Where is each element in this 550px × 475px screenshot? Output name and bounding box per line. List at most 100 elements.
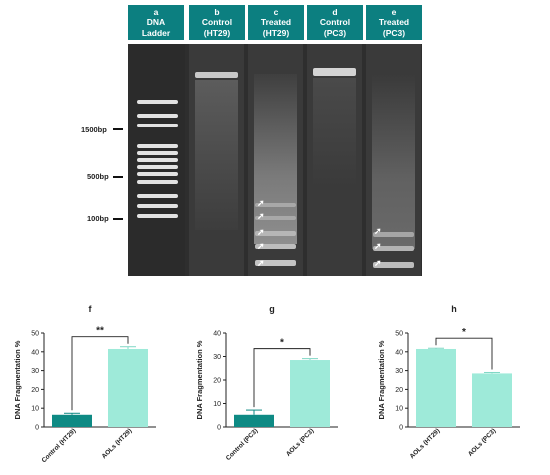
y-axis-label: DNA Fragmentation % xyxy=(13,340,22,419)
lane-title-line2: (HT29) xyxy=(262,27,290,38)
fragment-band xyxy=(255,244,296,249)
ladder-band xyxy=(137,180,178,184)
genomic-dna-band xyxy=(195,72,238,78)
arrow-icon: ➚ xyxy=(374,258,382,268)
ladder-band xyxy=(137,124,178,127)
fragment-band xyxy=(255,203,296,207)
lane-title-line1: Treated xyxy=(260,17,292,28)
y-tick-label: 40 xyxy=(213,331,221,338)
y-tick-label: 40 xyxy=(395,349,403,356)
significance-label: * xyxy=(280,338,284,349)
bar xyxy=(108,348,148,427)
lane-letter: a xyxy=(153,6,159,17)
marker-label-1500bp: 1500bp xyxy=(81,125,107,134)
significance-bracket xyxy=(253,348,311,408)
dna-smear xyxy=(254,74,297,244)
x-tick-label: Control (HT29) xyxy=(41,427,78,464)
gel-lane-control-ht29 xyxy=(189,44,244,276)
y-tick-label: 0 xyxy=(217,425,221,432)
marker-tick xyxy=(113,128,123,130)
marker-tick xyxy=(113,176,123,178)
y-axis-label: DNA Fragmentation % xyxy=(195,340,204,419)
x-tick-label: AOLs (HT29) xyxy=(409,427,442,460)
panel-letter: g xyxy=(269,304,275,314)
bar-chart-f: f 0 10 20 30 40 50 DNA Fragmentation % Control (… xyxy=(13,304,156,464)
y-tick-label: 30 xyxy=(213,354,221,361)
lane-title-line2: (HT29) xyxy=(203,27,231,38)
lane-header-c: c Treated (HT29) xyxy=(248,5,304,40)
lane-letter: c xyxy=(273,6,279,17)
ladder-band xyxy=(137,100,178,104)
panel-letter: f xyxy=(89,304,93,314)
y-axis-label: DNA Fragmentation % xyxy=(377,340,386,419)
x-tick-label: AOLs (HT29) xyxy=(101,427,134,460)
fragment-band xyxy=(373,232,414,237)
gel-lane-ladder xyxy=(130,44,185,276)
lane-letter: d xyxy=(332,6,338,17)
arrow-icon: ➚ xyxy=(374,226,382,236)
lane-title-line1: DNA xyxy=(146,17,166,28)
bar-chart-h: h 0 10 20 30 40 50 DNA Fragmentation % AOLs (HT2… xyxy=(377,304,520,460)
gel-lane-treated-pc3: ➚ ➚ ➚ xyxy=(366,44,421,276)
lane-title-line1: Control xyxy=(201,17,233,28)
lane-title-line2: (PC3) xyxy=(323,27,347,38)
y-tick-label: 0 xyxy=(35,425,39,432)
significance-label: * xyxy=(462,327,466,338)
lane-header-b: b Control (HT29) xyxy=(189,5,245,40)
ladder-band xyxy=(137,158,178,162)
y-tick-label: 20 xyxy=(395,387,403,394)
y-tick-label: 30 xyxy=(31,368,39,375)
bar xyxy=(290,360,330,427)
arrow-icon: ➚ xyxy=(257,198,265,208)
ladder-band xyxy=(137,151,178,155)
y-tick-label: 30 xyxy=(395,368,403,375)
bar xyxy=(416,348,456,427)
x-tick-label: AOLs (PC3) xyxy=(285,427,315,457)
ladder-band xyxy=(137,204,178,208)
dna-smear xyxy=(195,80,238,230)
ladder-band xyxy=(137,144,178,148)
ladder-band xyxy=(137,114,178,118)
ladder-band xyxy=(137,165,178,169)
y-tick-label: 10 xyxy=(213,401,221,408)
lane-title-line2: Ladder xyxy=(141,27,171,38)
dna-smear xyxy=(313,78,356,188)
panel-letter: h xyxy=(451,304,457,314)
x-tick-label: AOLs (PC3) xyxy=(467,427,497,457)
gel-image: ➚ ➚ ➚ ➚ ➚ ➚ ➚ ➚ xyxy=(128,44,422,276)
significance-label: ** xyxy=(96,326,104,337)
y-tick-label: 40 xyxy=(31,349,39,356)
significance-bracket xyxy=(71,336,129,411)
genomic-dna-band xyxy=(313,68,356,76)
arrow-icon: ➚ xyxy=(257,241,265,251)
ladder-band xyxy=(137,194,178,198)
bar xyxy=(472,373,512,427)
bar-chart-g: g 0 10 20 30 40 DNA Fragmentation % Control (PC… xyxy=(195,304,338,462)
significance-bracket xyxy=(435,337,493,370)
lane-header-d: d Control (PC3) xyxy=(307,5,363,40)
dna-smear xyxy=(372,74,415,249)
gel-lane-control-pc3 xyxy=(307,44,362,276)
lane-title-line2: (PC3) xyxy=(382,27,406,38)
lane-letter: b xyxy=(214,6,220,17)
bar xyxy=(234,414,274,427)
y-tick-label: 20 xyxy=(213,378,221,385)
fragment-band xyxy=(255,216,296,220)
arrow-icon: ➚ xyxy=(374,241,382,251)
fragment-band xyxy=(373,246,414,251)
gel-lane-treated-ht29: ➚ ➚ ➚ ➚ ➚ xyxy=(248,44,303,276)
bar xyxy=(52,414,92,427)
fragment-band xyxy=(255,260,296,266)
y-tick-label: 10 xyxy=(31,406,39,413)
lane-header-a: a DNA Ladder xyxy=(128,5,184,40)
arrow-icon: ➚ xyxy=(257,258,265,268)
y-tick-label: 0 xyxy=(399,425,403,432)
marker-tick xyxy=(113,218,123,220)
fragment-band xyxy=(255,231,296,236)
lane-letter: e xyxy=(391,6,397,17)
lane-header-e: e Treated (PC3) xyxy=(366,5,422,40)
y-tick-label: 50 xyxy=(395,331,403,338)
ladder-band xyxy=(137,172,178,176)
lane-title-line1: Control xyxy=(319,17,351,28)
lane-title-line1: Treated xyxy=(378,17,410,28)
